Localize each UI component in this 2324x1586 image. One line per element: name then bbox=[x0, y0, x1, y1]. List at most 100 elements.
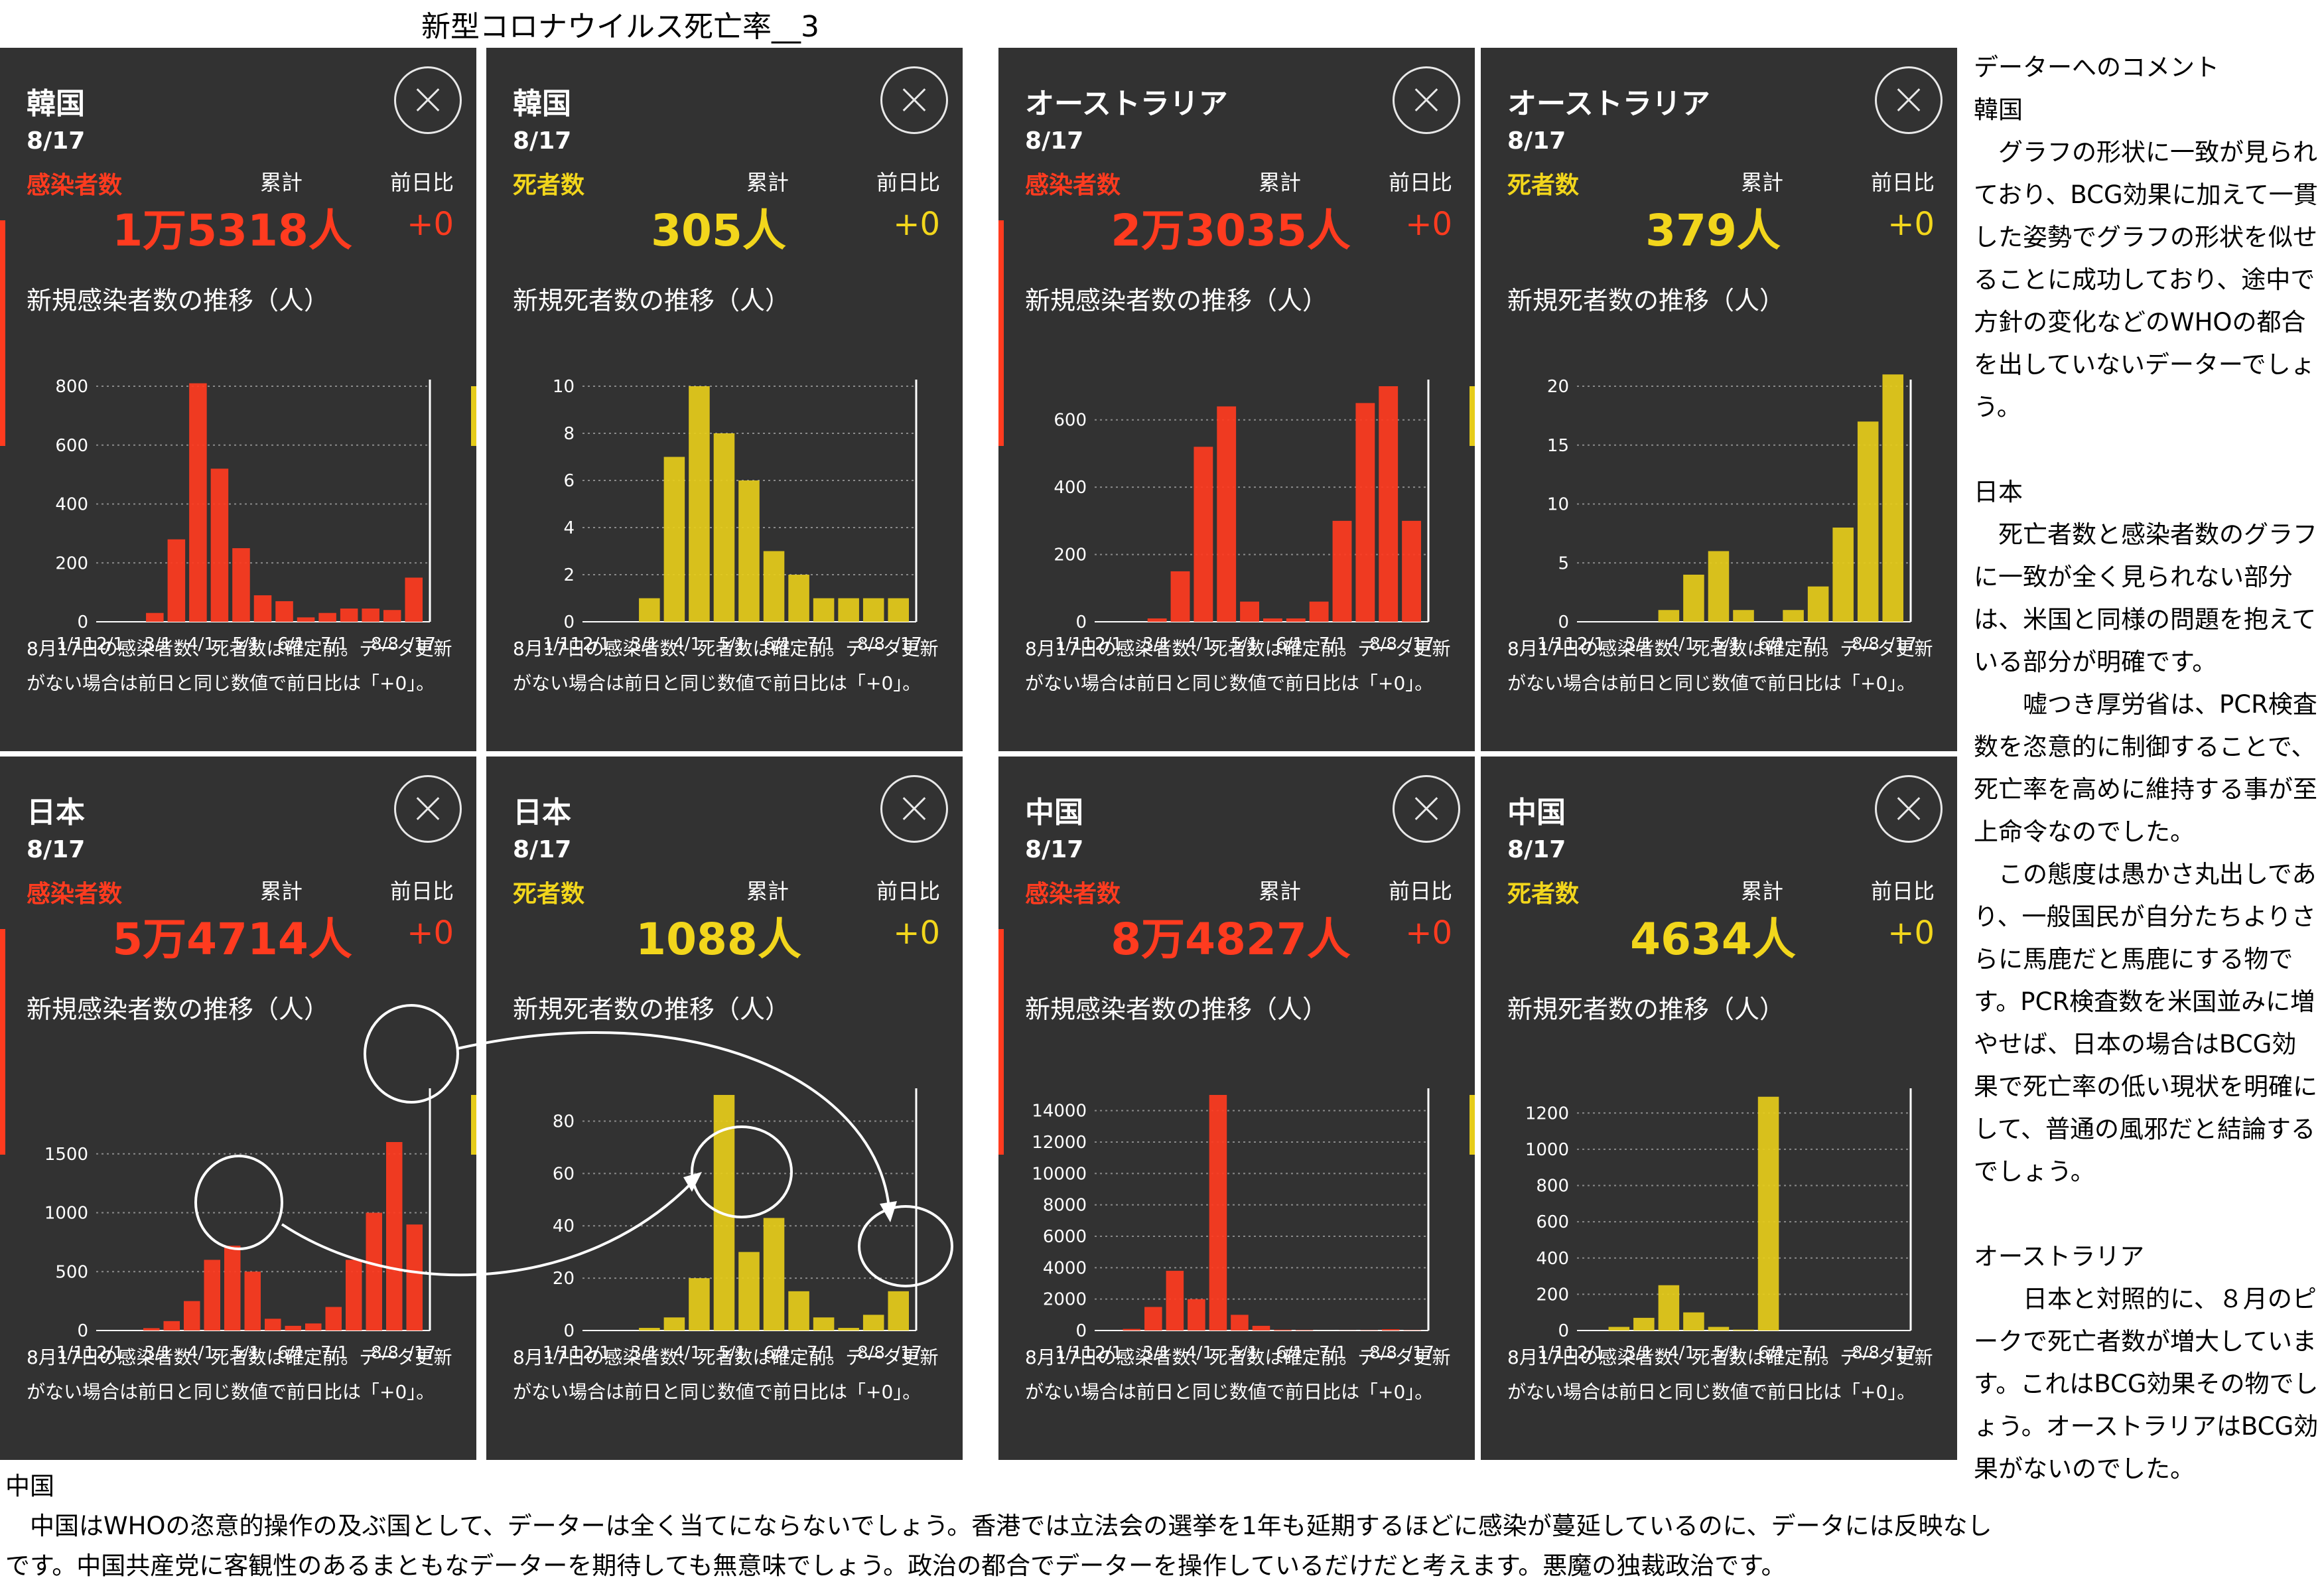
close-icon[interactable] bbox=[1875, 775, 1943, 843]
x-tick-label: /17 bbox=[408, 634, 436, 652]
diff-value: +0 bbox=[407, 914, 454, 952]
x-tick-label: 7/1 bbox=[1319, 634, 1347, 652]
country-name: 韓国 bbox=[513, 80, 571, 122]
y-tick-label: 400 bbox=[55, 495, 88, 515]
y-tick-label: 500 bbox=[55, 1262, 88, 1282]
y-tick-label: 10 bbox=[553, 377, 575, 397]
cumulative-label: 累計 bbox=[260, 875, 303, 905]
bar bbox=[211, 469, 229, 622]
metric-label: 死者数 bbox=[1507, 875, 1579, 909]
x-tick-label: 3/1 bbox=[1142, 1343, 1170, 1360]
bar bbox=[1858, 421, 1879, 622]
x-tick-label: 7/1 bbox=[320, 634, 348, 652]
bar bbox=[764, 551, 785, 622]
chart-title: 新規感染者数の推移（人） bbox=[27, 989, 329, 1025]
bar bbox=[1253, 1326, 1270, 1331]
x-tick-label: 6/1 bbox=[764, 634, 791, 652]
y-tick-label: 5 bbox=[1558, 553, 1569, 573]
bar bbox=[689, 1278, 710, 1331]
x-tick-label: 1/11 bbox=[1537, 1343, 1576, 1360]
bar bbox=[863, 1315, 884, 1331]
country-name: 日本 bbox=[513, 788, 571, 831]
country-name: 韓国 bbox=[27, 80, 85, 122]
total-value: 379人 bbox=[1580, 195, 1846, 259]
bar bbox=[1217, 406, 1236, 622]
bar bbox=[1296, 1330, 1314, 1331]
close-icon[interactable] bbox=[394, 775, 462, 843]
bar bbox=[164, 1321, 180, 1331]
x-tick-label: 6/1 bbox=[1758, 1343, 1786, 1360]
x-tick-label: 4/1 bbox=[187, 634, 215, 652]
bar bbox=[1659, 1285, 1680, 1331]
chart-title: 新規死者数の推移（人） bbox=[513, 989, 790, 1025]
y-tick-label: 10000 bbox=[1032, 1164, 1087, 1184]
bar bbox=[1333, 521, 1352, 622]
cumulative-label: 累計 bbox=[746, 875, 789, 905]
bar bbox=[184, 1301, 200, 1331]
bar bbox=[1209, 1095, 1227, 1331]
chart-title: 新規死者数の推移（人） bbox=[1507, 989, 1785, 1025]
bar bbox=[386, 1142, 403, 1331]
cumulative-label: 累計 bbox=[260, 166, 303, 196]
x-tick-label: /17 bbox=[1889, 634, 1917, 652]
y-tick-label: 0 bbox=[77, 1321, 88, 1341]
close-icon[interactable] bbox=[880, 775, 948, 843]
bar bbox=[168, 540, 186, 622]
diff-value: +0 bbox=[1887, 914, 1935, 952]
bar bbox=[1708, 551, 1730, 622]
bar bbox=[297, 617, 315, 622]
bar bbox=[813, 599, 835, 622]
bar bbox=[1144, 1307, 1162, 1331]
y-tick-label: 8 bbox=[563, 424, 575, 444]
x-tick-label: 8/8 bbox=[857, 1343, 885, 1360]
bar bbox=[232, 548, 250, 622]
bar bbox=[1808, 587, 1829, 622]
close-icon[interactable] bbox=[394, 66, 462, 134]
x-tick-label: 1/11 bbox=[543, 634, 581, 652]
y-tick-label: 0 bbox=[1075, 1321, 1087, 1341]
bar bbox=[407, 1224, 423, 1331]
x-tick-label: 2/1 bbox=[582, 634, 610, 652]
close-icon[interactable] bbox=[1393, 775, 1460, 843]
y-tick-label: 15 bbox=[1547, 436, 1569, 456]
bar bbox=[305, 1323, 322, 1331]
bar bbox=[1609, 1327, 1630, 1331]
x-tick-label: 2/1 bbox=[1577, 634, 1605, 652]
country-name: オーストラリア bbox=[1507, 80, 1710, 122]
x-tick-label: 1/11 bbox=[56, 1343, 95, 1360]
chart-title: 新規感染者数の推移（人） bbox=[27, 280, 329, 317]
x-tick-label: 2/1 bbox=[96, 634, 124, 652]
bar bbox=[405, 577, 423, 622]
x-tick-label: 7/1 bbox=[807, 1343, 835, 1360]
bar bbox=[1148, 618, 1167, 622]
y-tick-label: 0 bbox=[77, 613, 88, 632]
x-tick-label: 4/1 bbox=[673, 1343, 701, 1360]
x-tick-label: 2/1 bbox=[582, 1343, 610, 1360]
close-icon[interactable] bbox=[1875, 66, 1943, 134]
bar bbox=[366, 1213, 383, 1331]
cumulative-label: 累計 bbox=[746, 166, 789, 196]
comment-australia-text: 日本と対照的に、８月のピークで死亡者数が増大しています。これはBCG効果その物で… bbox=[1974, 1278, 2319, 1490]
x-tick-label: 1/11 bbox=[1537, 634, 1576, 652]
diff-value: +0 bbox=[407, 206, 454, 243]
cumulative-label: 累計 bbox=[1741, 166, 1783, 196]
bar bbox=[639, 1328, 660, 1331]
close-icon[interactable] bbox=[880, 66, 948, 134]
date-label: 8/17 bbox=[513, 127, 571, 155]
date-label: 8/17 bbox=[513, 836, 571, 863]
y-tick-label: 600 bbox=[1536, 1212, 1569, 1232]
x-tick-label: 7/1 bbox=[1801, 1343, 1829, 1360]
bar bbox=[639, 599, 660, 622]
diff-value: +0 bbox=[893, 914, 940, 952]
bar bbox=[326, 1307, 342, 1331]
close-icon[interactable] bbox=[1393, 66, 1460, 134]
bar bbox=[714, 1095, 735, 1331]
y-tick-label: 40 bbox=[553, 1216, 575, 1236]
x-tick-label: 5/1 bbox=[1713, 1343, 1741, 1360]
